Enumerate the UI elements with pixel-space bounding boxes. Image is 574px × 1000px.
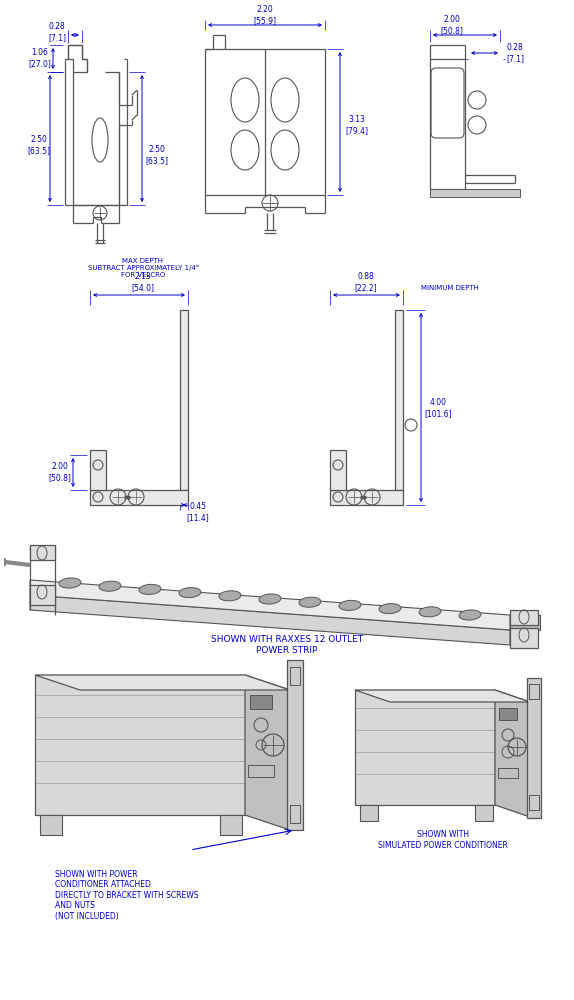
Text: 0.45
[11.4]: 0.45 [11.4] bbox=[187, 502, 210, 522]
Text: 2.00
[50.8]: 2.00 [50.8] bbox=[49, 462, 71, 482]
Bar bbox=[220, 815, 242, 835]
Bar bbox=[529, 795, 539, 810]
Text: 2.50
[63.5]: 2.50 [63.5] bbox=[28, 135, 51, 155]
Text: 4.00
[101.6]: 4.00 [101.6] bbox=[424, 398, 452, 418]
Bar bbox=[395, 310, 403, 490]
Bar bbox=[475, 805, 493, 821]
Bar bbox=[529, 684, 539, 699]
Text: 3.13
[79.4]: 3.13 [79.4] bbox=[346, 115, 369, 135]
Text: MINIMUM DEPTH: MINIMUM DEPTH bbox=[421, 285, 479, 291]
Ellipse shape bbox=[99, 581, 121, 591]
Ellipse shape bbox=[259, 594, 281, 604]
Bar bbox=[250, 695, 272, 709]
Polygon shape bbox=[495, 690, 530, 817]
Ellipse shape bbox=[459, 610, 481, 620]
Bar bbox=[290, 805, 300, 823]
Bar bbox=[40, 815, 62, 835]
Bar bbox=[355, 690, 495, 805]
Text: 1.06
[27.0]: 1.06 [27.0] bbox=[29, 48, 52, 68]
Bar bbox=[248, 765, 274, 777]
Bar bbox=[510, 628, 538, 648]
Text: SHOWN WITH RAXXES 12 OUTLET
POWER STRIP: SHOWN WITH RAXXES 12 OUTLET POWER STRIP bbox=[211, 635, 363, 655]
Text: MAX DEPTH
SUBTRACT APPROXIMATELY 1/4"
FOR VELCRO: MAX DEPTH SUBTRACT APPROXIMATELY 1/4" FO… bbox=[87, 258, 199, 278]
Polygon shape bbox=[510, 615, 540, 630]
Polygon shape bbox=[30, 595, 510, 645]
Text: 2.00
[50.8]: 2.00 [50.8] bbox=[441, 15, 463, 35]
Text: 0.88
[22.2]: 0.88 [22.2] bbox=[355, 272, 377, 292]
Bar bbox=[527, 678, 541, 818]
Bar bbox=[290, 667, 300, 685]
Text: 2.50
[63.5]: 2.50 [63.5] bbox=[145, 145, 169, 165]
Bar bbox=[90, 490, 188, 505]
Bar bbox=[35, 675, 245, 815]
Ellipse shape bbox=[179, 588, 201, 598]
Bar bbox=[360, 805, 378, 821]
Bar bbox=[30, 545, 55, 560]
Bar bbox=[430, 189, 520, 197]
Ellipse shape bbox=[299, 597, 321, 607]
Ellipse shape bbox=[139, 584, 161, 594]
Ellipse shape bbox=[339, 600, 361, 610]
Ellipse shape bbox=[219, 591, 241, 601]
Text: SHOWN WITH POWER
CONDITIONER ATTACHED
DIRECTLY TO BRACKET WITH SCREWS
AND NUTS
(: SHOWN WITH POWER CONDITIONER ATTACHED DI… bbox=[55, 870, 199, 921]
Bar bbox=[330, 450, 346, 490]
Polygon shape bbox=[35, 675, 290, 690]
Text: SHOWN WITH
SIMULATED POWER CONDITIONER: SHOWN WITH SIMULATED POWER CONDITIONER bbox=[378, 830, 508, 850]
Text: 0.28
[7.1]: 0.28 [7.1] bbox=[48, 22, 66, 42]
Bar bbox=[287, 660, 303, 830]
Bar bbox=[330, 490, 403, 505]
Bar bbox=[90, 450, 106, 490]
Ellipse shape bbox=[59, 578, 81, 588]
Polygon shape bbox=[30, 580, 510, 630]
Bar bbox=[180, 310, 188, 490]
Bar bbox=[499, 708, 517, 720]
Bar bbox=[510, 610, 538, 625]
Text: 2.20
[55.9]: 2.20 [55.9] bbox=[254, 5, 277, 25]
Ellipse shape bbox=[379, 604, 401, 614]
Polygon shape bbox=[245, 675, 290, 830]
Bar bbox=[430, 59, 465, 189]
Text: 2.13
[54.0]: 2.13 [54.0] bbox=[131, 272, 154, 292]
Bar bbox=[498, 768, 518, 778]
Text: 0.28
[7.1]: 0.28 [7.1] bbox=[506, 43, 524, 63]
Polygon shape bbox=[355, 690, 530, 702]
Bar bbox=[30, 585, 55, 605]
Ellipse shape bbox=[419, 607, 441, 617]
